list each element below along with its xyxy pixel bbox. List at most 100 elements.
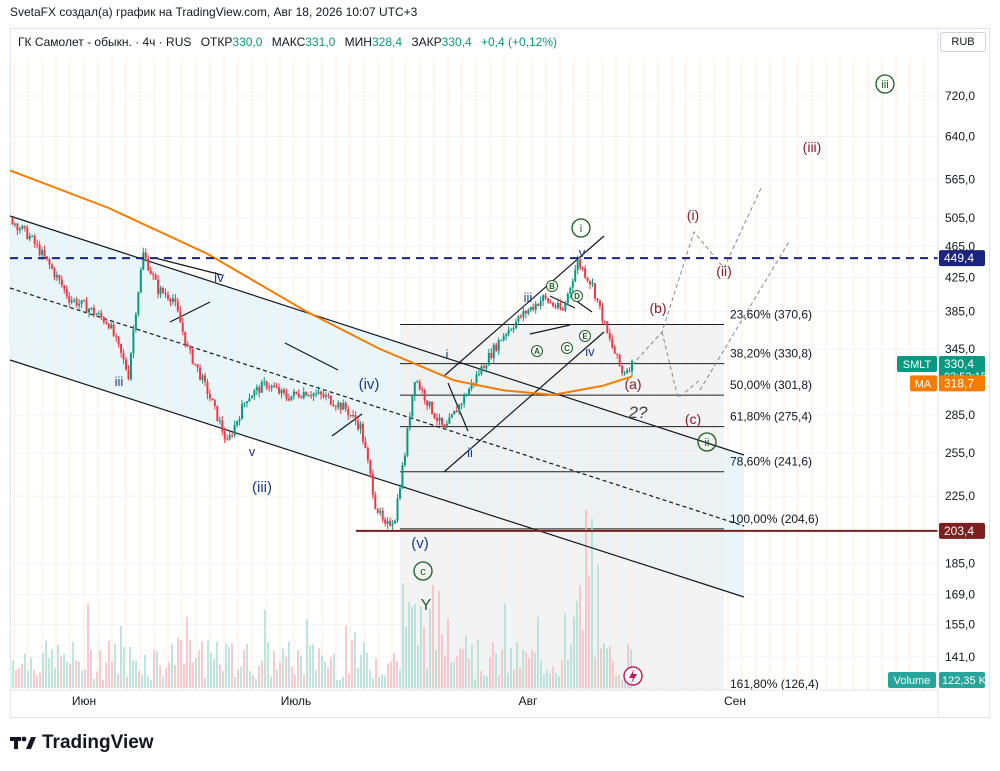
candle-body	[544, 295, 547, 299]
volume-bar	[573, 616, 575, 688]
volume-bar	[210, 652, 212, 688]
wave-label-blue: (iii)	[252, 479, 272, 496]
volume-bar	[492, 642, 494, 688]
candle-body	[120, 343, 123, 353]
horizontal-levels-layer: 449,4203,4SMLT330,403:52:15MA318,7Volume…	[10, 250, 987, 688]
candle-body	[260, 382, 263, 393]
tradingview-logo[interactable]: TradingView	[10, 732, 154, 754]
candle-body	[154, 274, 157, 280]
currency-button[interactable]: RUB	[940, 32, 986, 52]
candle-body	[534, 303, 537, 310]
volume-bar	[105, 662, 107, 688]
candle-body	[292, 391, 295, 396]
candle-body	[18, 228, 21, 231]
candle-body	[233, 425, 236, 436]
volume-bar	[87, 603, 89, 688]
candle-body	[547, 298, 550, 303]
candle-body	[13, 223, 16, 225]
candle-body	[586, 277, 589, 281]
volume-bar	[420, 606, 422, 688]
candle-body	[28, 236, 31, 240]
candle-body	[324, 395, 327, 397]
volume-bar	[90, 650, 92, 688]
candle-body	[295, 391, 298, 394]
volume-bar	[69, 663, 71, 688]
volume-bar	[489, 657, 491, 688]
x-tick-label: Июн	[72, 694, 96, 708]
wave-label-maroon: (ii)	[716, 263, 732, 279]
volume-bar	[294, 675, 296, 688]
volume-bar	[120, 626, 122, 688]
candle-body	[129, 353, 132, 380]
candle-body	[342, 402, 345, 410]
wave-circle	[413, 561, 433, 581]
candle-body	[416, 381, 419, 383]
y-tick-label: 169,0	[945, 588, 975, 602]
candle-body	[139, 269, 142, 293]
volume-bar	[231, 643, 233, 688]
volume-bar	[183, 663, 185, 688]
volume-bar	[339, 679, 341, 688]
volume-bar	[99, 650, 101, 688]
volume-bar	[624, 675, 626, 688]
volume-bar	[426, 668, 428, 688]
wave-label-maroon: (a)	[624, 376, 641, 392]
wave-label-question: 2?	[628, 403, 648, 422]
volume-bar	[597, 564, 599, 688]
wave-label-small: D	[574, 292, 580, 301]
y-tick-label: 425,0	[945, 270, 975, 284]
candle-body	[507, 330, 510, 335]
candle-body	[75, 299, 78, 306]
grid-layer	[10, 58, 938, 690]
volume-bar	[387, 663, 389, 688]
candle-body	[179, 311, 182, 323]
volume-bar	[621, 679, 623, 688]
volume-badge	[888, 672, 936, 688]
volume-bar	[594, 657, 596, 688]
y-tick-label: 345,0	[945, 342, 975, 356]
candle-body	[48, 259, 51, 265]
wave-label-small: B	[549, 282, 555, 291]
volume-bar	[585, 509, 587, 688]
candle-body	[357, 421, 360, 430]
volume-bar	[606, 648, 608, 688]
candle-body	[327, 395, 330, 397]
volume-bar	[531, 649, 533, 688]
volume-bar	[513, 670, 515, 688]
candle-body	[206, 381, 209, 395]
candle-body	[166, 294, 169, 300]
y-tick-label: 225,0	[945, 489, 975, 503]
volume-bar	[423, 626, 425, 688]
candle-body	[527, 310, 530, 314]
wave-small-circle	[546, 280, 558, 292]
channel-line	[9, 215, 745, 456]
candle-body	[448, 417, 451, 424]
volume-bar	[591, 518, 593, 688]
volume-bar	[471, 645, 473, 688]
candle-body	[458, 404, 461, 413]
candle-body	[561, 308, 564, 311]
candle-body	[396, 498, 399, 521]
volume-bar	[378, 676, 380, 688]
candle-body	[216, 405, 219, 421]
volume-bar	[129, 646, 131, 688]
volume-bar	[441, 633, 443, 688]
candle-body	[184, 331, 187, 345]
candle-body	[431, 401, 434, 414]
candle-body	[270, 385, 273, 388]
fib-label: 23,60% (370,6)	[730, 308, 812, 322]
candle-body	[70, 300, 73, 303]
candle-body	[112, 324, 115, 336]
candle-body	[147, 258, 150, 271]
candle-body	[26, 227, 29, 240]
volume-bar	[483, 675, 485, 688]
candle-body	[258, 387, 261, 393]
candle-body	[589, 280, 592, 285]
volume-bar	[240, 666, 242, 688]
candle-body	[394, 520, 397, 524]
last-price-value: 330,4	[944, 357, 974, 371]
candle-body	[381, 510, 384, 520]
candle-body	[450, 414, 453, 418]
wave-label-blue: iv	[585, 344, 595, 359]
